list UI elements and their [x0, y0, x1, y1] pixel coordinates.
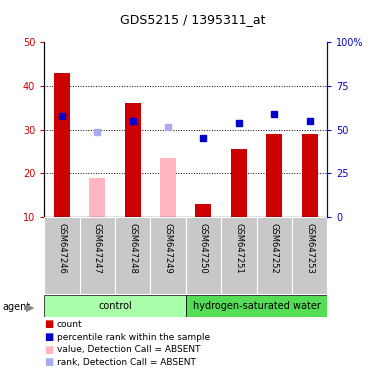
Text: ■: ■	[44, 332, 54, 342]
Text: GSM647248: GSM647248	[128, 223, 137, 274]
Bar	[266, 134, 282, 217]
Bar	[196, 204, 211, 217]
Text: hydrogen-saturated water: hydrogen-saturated water	[192, 301, 320, 311]
Bar	[44, 295, 186, 317]
Text: count: count	[57, 320, 83, 329]
Text: GSM647253: GSM647253	[305, 223, 314, 274]
Text: GSM647246: GSM647246	[57, 223, 67, 274]
Bar	[221, 217, 256, 294]
Bar	[115, 217, 151, 294]
Bar	[125, 103, 141, 217]
Text: GDS5215 / 1395311_at: GDS5215 / 1395311_at	[120, 13, 265, 26]
Text: percentile rank within the sample: percentile rank within the sample	[57, 333, 210, 342]
Text: ■: ■	[44, 319, 54, 329]
Bar	[186, 295, 327, 317]
Bar	[151, 217, 186, 294]
Bar	[44, 217, 80, 294]
Bar	[186, 217, 221, 294]
Text: GSM647252: GSM647252	[270, 223, 279, 274]
Text: rank, Detection Call = ABSENT: rank, Detection Call = ABSENT	[57, 358, 196, 367]
Text: value, Detection Call = ABSENT: value, Detection Call = ABSENT	[57, 345, 201, 354]
Bar	[256, 217, 292, 294]
Bar	[292, 217, 327, 294]
Text: ▶: ▶	[26, 302, 35, 312]
Text: control: control	[98, 301, 132, 311]
Bar	[80, 217, 115, 294]
Text: GSM647247: GSM647247	[93, 223, 102, 274]
Text: GSM647251: GSM647251	[234, 223, 243, 274]
Bar	[231, 149, 247, 217]
Text: agent: agent	[2, 302, 30, 312]
Bar	[301, 134, 318, 217]
Bar	[89, 178, 105, 217]
Bar	[160, 158, 176, 217]
Text: GSM647250: GSM647250	[199, 223, 208, 274]
Text: ■: ■	[44, 345, 54, 355]
Text: GSM647249: GSM647249	[164, 223, 172, 274]
Bar	[54, 73, 70, 217]
Text: ■: ■	[44, 358, 54, 367]
